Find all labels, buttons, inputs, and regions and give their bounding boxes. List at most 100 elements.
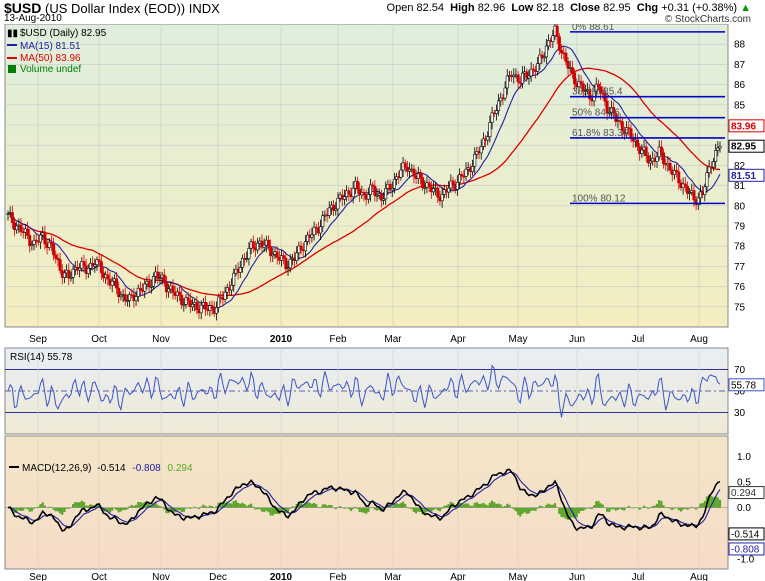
macd-histogram-bar [612,507,615,510]
x-tick-label: Jun [569,572,585,581]
macd-histogram-bar [428,507,431,512]
price-candle [564,48,568,66]
price-tick-label: 77 [734,262,746,273]
macd-histogram-bar [291,506,294,508]
macd-histogram-bar [692,507,696,509]
price-candle [579,75,583,89]
macd-histogram-bar [304,502,307,508]
legend-item-usd: ▮▮ $USD (Daily) 82.95 [7,28,107,39]
macd-histogram-bar [710,496,713,508]
price-candle [662,148,666,169]
price-candle [282,252,286,265]
price-candle [288,254,292,273]
macd-histogram-bar [378,507,381,511]
macd-right-label: -0.808 [731,544,760,555]
price-candle [636,133,640,151]
macd-histogram-bar [17,507,20,511]
macd-right-label: 0.294 [731,488,756,499]
stock-chart: 0% 88.61 38.2% 85.4 50% 84.36 61.8% 83.36 10… [4,24,765,581]
price-candle [136,284,140,303]
macd-histogram-bar [267,507,270,513]
rsi-value-label: 55.78 [731,380,756,391]
x-tick-label: Sep [29,334,47,345]
macd-histogram-bar [412,507,416,512]
price-candle [306,231,310,246]
x-tick-label: May [509,572,528,581]
macd-signal-value: -0.808 [132,463,161,474]
price-candle [199,300,203,320]
macd-histogram-bar [126,507,129,510]
macd-histogram-bar [156,504,159,508]
price-panel-bg [4,24,729,328]
macd-histogram-bar [265,507,268,511]
macd-histogram-bar [139,502,142,508]
price-candle [269,239,273,263]
macd-histogram-bar [365,507,368,514]
macd-histogram-bar [247,504,251,508]
price-x-axis: Sep Oct Nov Dec 2010 Feb Mar Apr May Jun Jul Aug [29,334,708,345]
price-candle [375,188,379,202]
price-candle [458,168,462,189]
ohlc-summary: Open 82.54 High 82.96 Low 82.18 Close 82… [387,2,751,14]
price-candle [685,181,689,199]
rsi-panel: 30 50 70 55.78 RSI(14) 55.78 [4,347,765,435]
macd-histogram-bar [653,505,656,508]
macd-histogram-bar [352,507,355,510]
macd-histogram-bar [718,499,722,508]
price-candle [547,34,551,51]
macd-histogram-bar [434,507,437,509]
macd-histogram-bar [106,507,109,512]
stockcharts-logo: © StockCharts.com [664,14,751,25]
macd-histogram-bar [121,507,125,510]
macd-histogram-bar [549,504,552,508]
macd-histogram-bar [393,504,396,508]
price-candle [262,238,266,252]
macd-histogram-bar [28,507,31,512]
price-candle [683,176,687,192]
macd-histogram-bar [436,507,439,511]
price-candle [607,106,611,117]
macd-histogram-bar [621,507,624,511]
macd-histogram-bar [441,507,444,509]
price-candle [15,222,19,234]
price-candle [555,24,559,44]
price-candle [362,188,366,202]
price-label-box [728,168,765,182]
price-candle [327,201,331,219]
price-candle [167,283,171,298]
price-candle [620,116,624,138]
macd-histogram-bar [551,504,554,508]
macd-histogram-bar [39,503,42,508]
macd-histogram-bar [161,506,164,508]
macd-histogram-bar [180,507,183,513]
macd-histogram-bar [677,507,680,511]
legend-item-ma50: MA(50) 83.96 [7,53,81,64]
macd-histogram-bar [82,502,86,508]
macd-histogram-bar [243,504,246,508]
price-candle [392,172,396,194]
price-candle [418,169,422,185]
macd-histogram-bar [280,507,283,512]
rsi-value-box [728,378,765,392]
price-candle [371,181,375,191]
fib-label: 100% 80.12 [572,193,626,204]
price-candle [336,192,340,216]
price-candle [19,218,23,237]
macd-histogram-bar [367,507,370,513]
rsi-tick-label: 30 [734,408,746,419]
macd-histogram-bar [260,507,264,512]
price-candle [594,77,598,99]
price-candle [171,279,175,300]
price-candle [286,260,290,276]
macd-histogram-bar [590,507,594,510]
macd-histogram-bar [315,504,318,508]
macd-histogram-bar [234,500,238,508]
price-candle [312,221,316,241]
price-candle [284,251,288,274]
macd-histogram-bar [349,507,353,511]
price-candle [455,175,459,196]
price-tick-label: 76 [734,282,746,293]
price-candle [544,39,548,65]
price-candle [716,141,720,157]
macd-histogram-bar [236,502,240,508]
